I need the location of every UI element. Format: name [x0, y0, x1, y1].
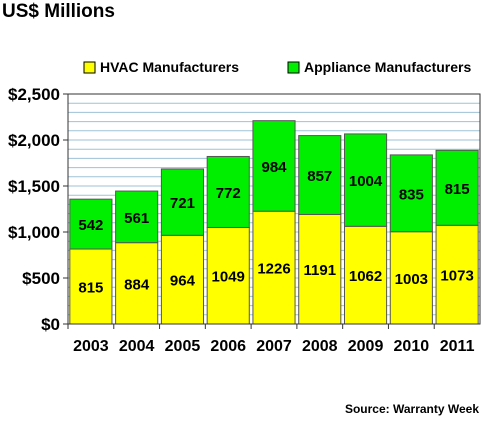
data-label-2008-series0: 1191 — [304, 262, 337, 279]
data-label-2006-series1: 772 — [216, 185, 241, 202]
legend-label-1: Appliance Manufacturers — [304, 59, 471, 75]
bar-2008-series0 — [298, 213, 342, 325]
bar-2009-series1 — [343, 133, 388, 227]
data-label-2007-series1: 984 — [261, 159, 287, 176]
data-label-2011-series0: 1073 — [440, 268, 473, 285]
data-label-2003-series0: 815 — [78, 280, 103, 297]
data-label-2007-series0: 1226 — [257, 261, 290, 278]
bars: 815 542 884 561 964 721 1049 772 1226 984 1191 857 1… — [69, 120, 479, 325]
bar-2011-series0 — [435, 224, 479, 325]
x-tick-label: 2011 — [440, 338, 475, 355]
y-tick-label: $0 — [41, 315, 60, 334]
plot-frame — [67, 93, 481, 325]
data-label-2005-series1: 721 — [170, 195, 195, 212]
source-note: Source: Warranty Week — [344, 402, 479, 416]
legend-swatch-1 — [287, 61, 300, 74]
bar-2004-series0 — [115, 242, 159, 325]
bar-2010-series0 — [389, 231, 433, 325]
bar-2003-series1 — [69, 198, 113, 250]
x-tick-label: 2010 — [394, 338, 430, 355]
x-tick-label: 2006 — [210, 338, 246, 355]
chart-title: US$ Millions — [2, 1, 115, 22]
y-tick-label: $1,500 — [8, 177, 60, 196]
y-tick-label: $2,500 — [8, 85, 60, 104]
y-tick-label: $500 — [22, 269, 60, 288]
bar-2006-series0 — [206, 226, 250, 325]
y-tick-label: $1,000 — [8, 223, 60, 242]
data-label-2008-series1: 857 — [307, 168, 332, 185]
data-label-2004-series1: 561 — [124, 210, 149, 227]
bar-2007-series1 — [252, 120, 296, 212]
legend-swatch-0 — [83, 61, 96, 74]
bar-2006-series1 — [206, 155, 250, 228]
x-tick-label: 2004 — [119, 338, 155, 355]
data-label-2006-series0: 1049 — [212, 269, 245, 286]
bar-2011-series1 — [435, 149, 479, 226]
x-tick-label: 2009 — [348, 338, 384, 355]
data-label-2005-series0: 964 — [170, 273, 196, 290]
data-label-2010-series0: 1003 — [395, 271, 428, 288]
legend-label-0: HVAC Manufacturers — [100, 59, 239, 75]
data-label-2003-series1: 542 — [78, 217, 103, 234]
x-tick-label: 2008 — [302, 338, 338, 355]
y-tick-label: $2,000 — [8, 131, 60, 150]
bar-2004-series1 — [115, 190, 159, 244]
bar-2005-series1 — [160, 168, 205, 236]
legend: HVAC Manufacturers Appliance Manufacturer… — [83, 59, 471, 75]
bar-2003-series0 — [69, 248, 113, 325]
x-tick-label: 2005 — [165, 338, 201, 355]
data-label-2009-series0: 1062 — [349, 268, 382, 285]
data-label-2011-series1: 815 — [445, 181, 470, 198]
axes: $0 $500 $1,000 $1,500 $2,000 $2,500 2003 2004 20… — [8, 85, 481, 355]
bar-2009-series0 — [343, 225, 388, 325]
x-tick-label: 2003 — [73, 338, 109, 355]
data-label-2004-series0: 884 — [124, 276, 150, 293]
bar-2010-series1 — [389, 154, 433, 233]
data-label-2009-series1: 1004 — [349, 173, 383, 190]
data-label-2010-series1: 835 — [399, 186, 424, 203]
bar-2008-series1 — [298, 135, 342, 215]
x-tick-label: 2007 — [256, 338, 292, 355]
